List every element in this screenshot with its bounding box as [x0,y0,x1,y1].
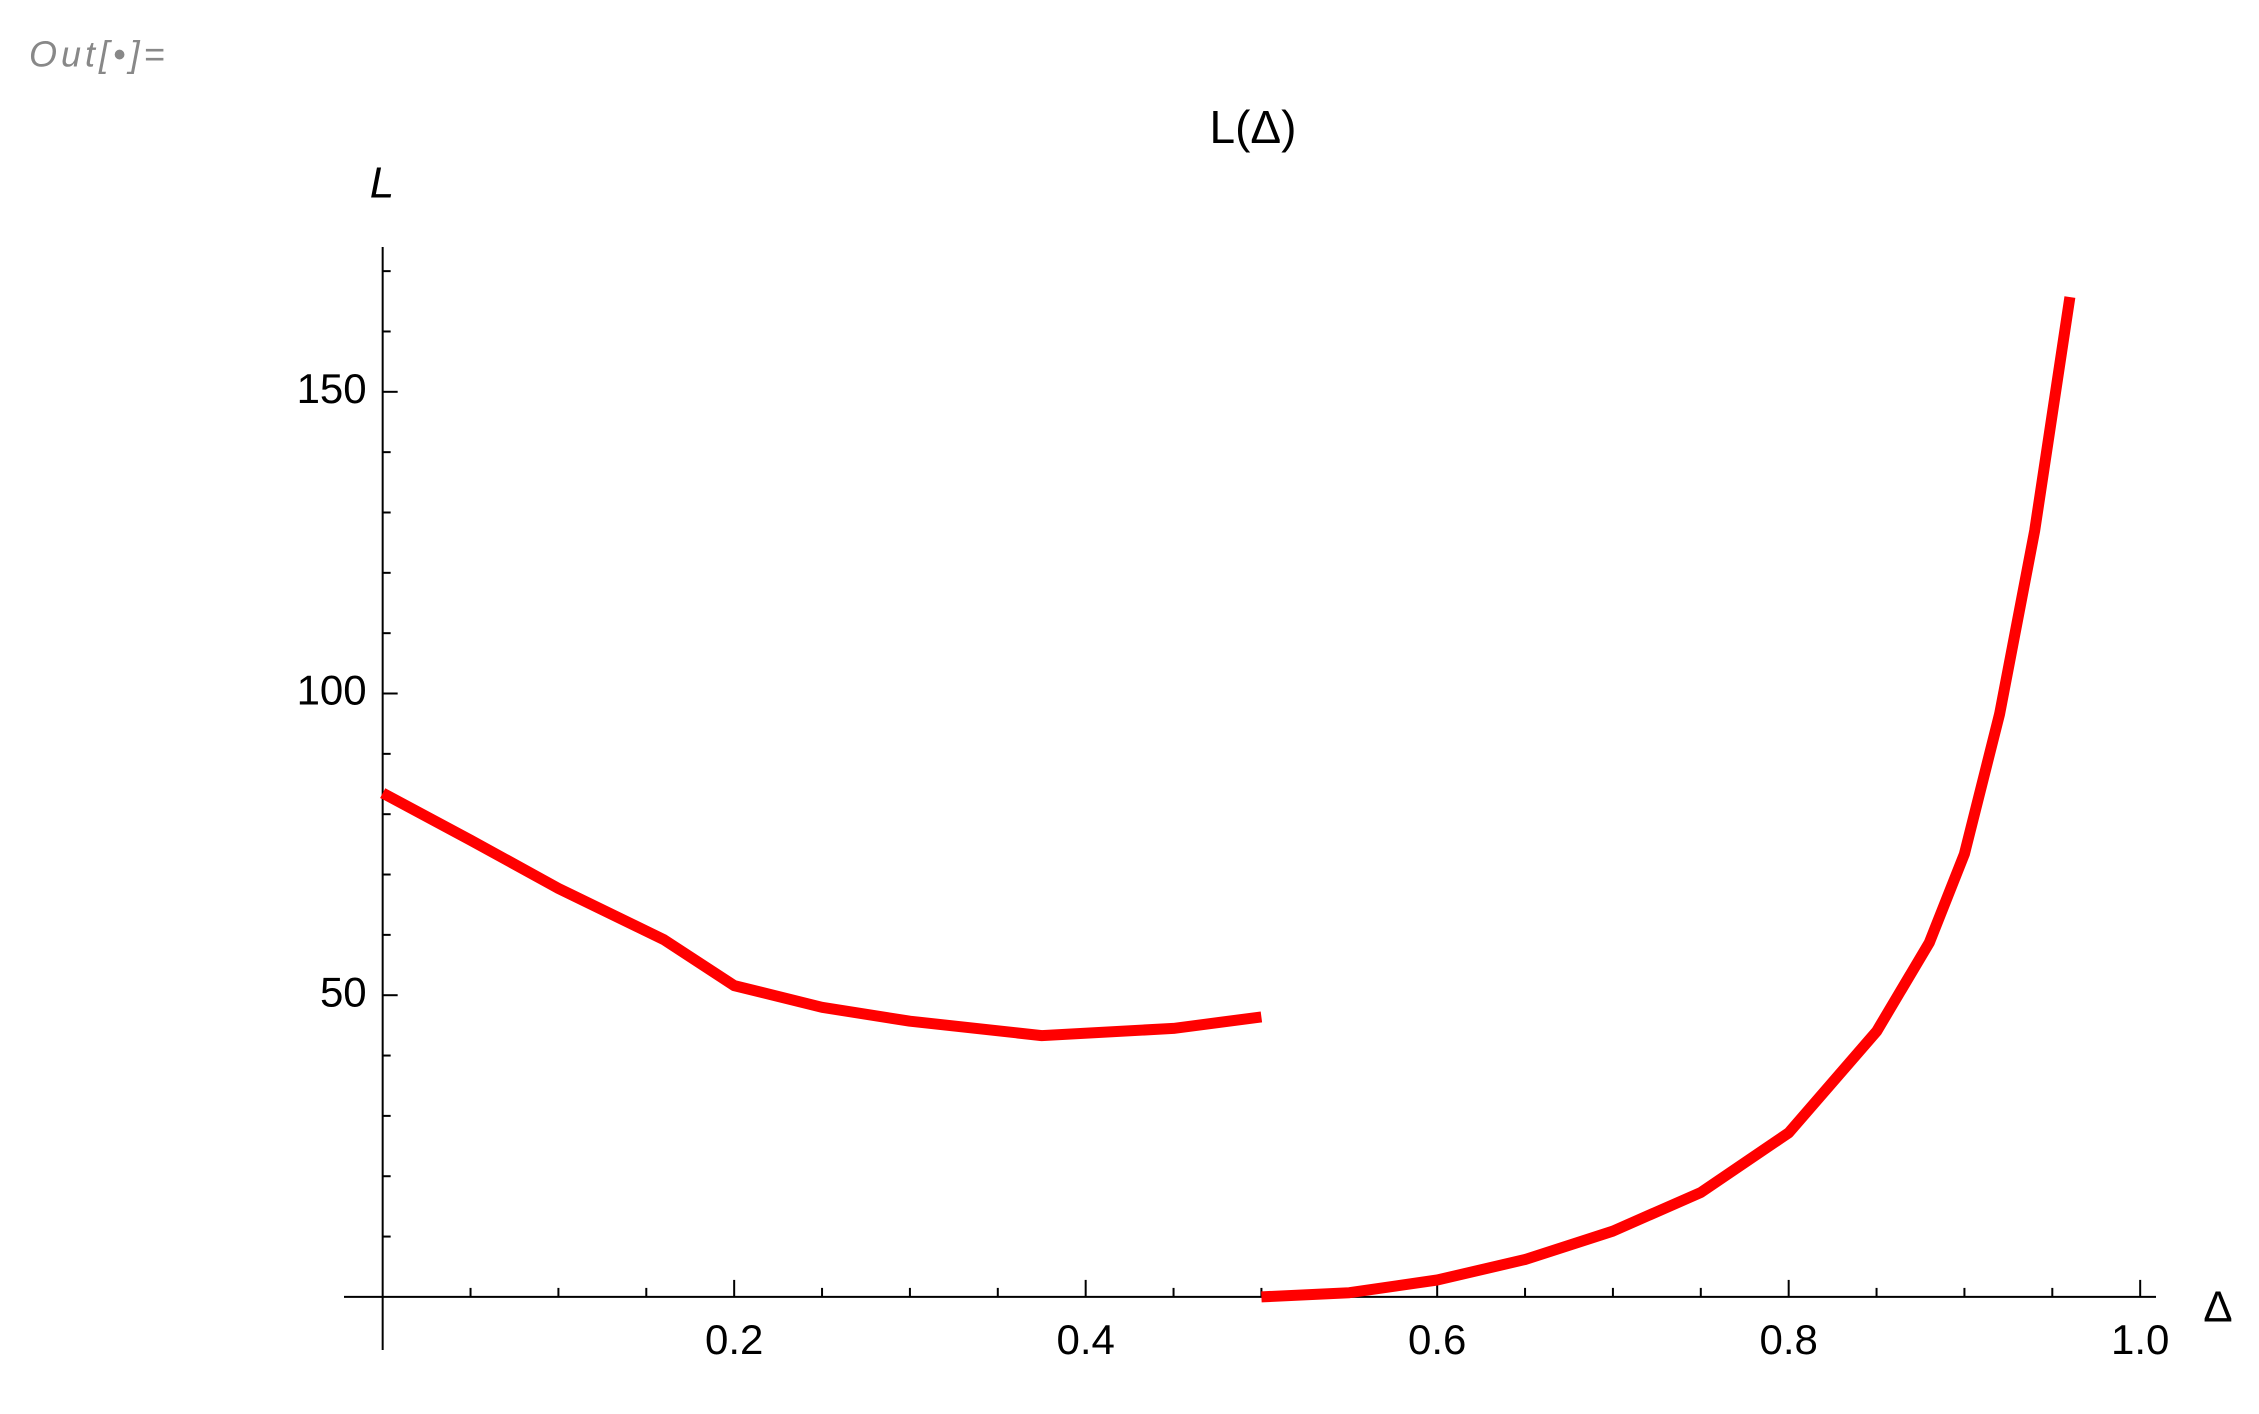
y-axis-label: L [370,159,394,208]
y-tick-label: 100 [297,667,367,714]
x-tick-label: 0.4 [1056,1316,1114,1363]
x-tick-label: 0.8 [1759,1316,1817,1363]
y-tick-label: 50 [320,968,367,1015]
x-tick-label: 1.0 [2111,1316,2169,1363]
y-tick-label: 150 [297,365,367,412]
x-tick-label: 0.2 [705,1316,763,1363]
x-tick-label: 0.6 [1408,1316,1466,1363]
data-line [1261,296,2076,1303]
cell-label: Out[•]= [29,34,169,75]
x-axis-label: Δ [2203,1283,2232,1332]
chart-title: L(Δ) [1210,101,1297,153]
data-line [380,788,1263,1042]
